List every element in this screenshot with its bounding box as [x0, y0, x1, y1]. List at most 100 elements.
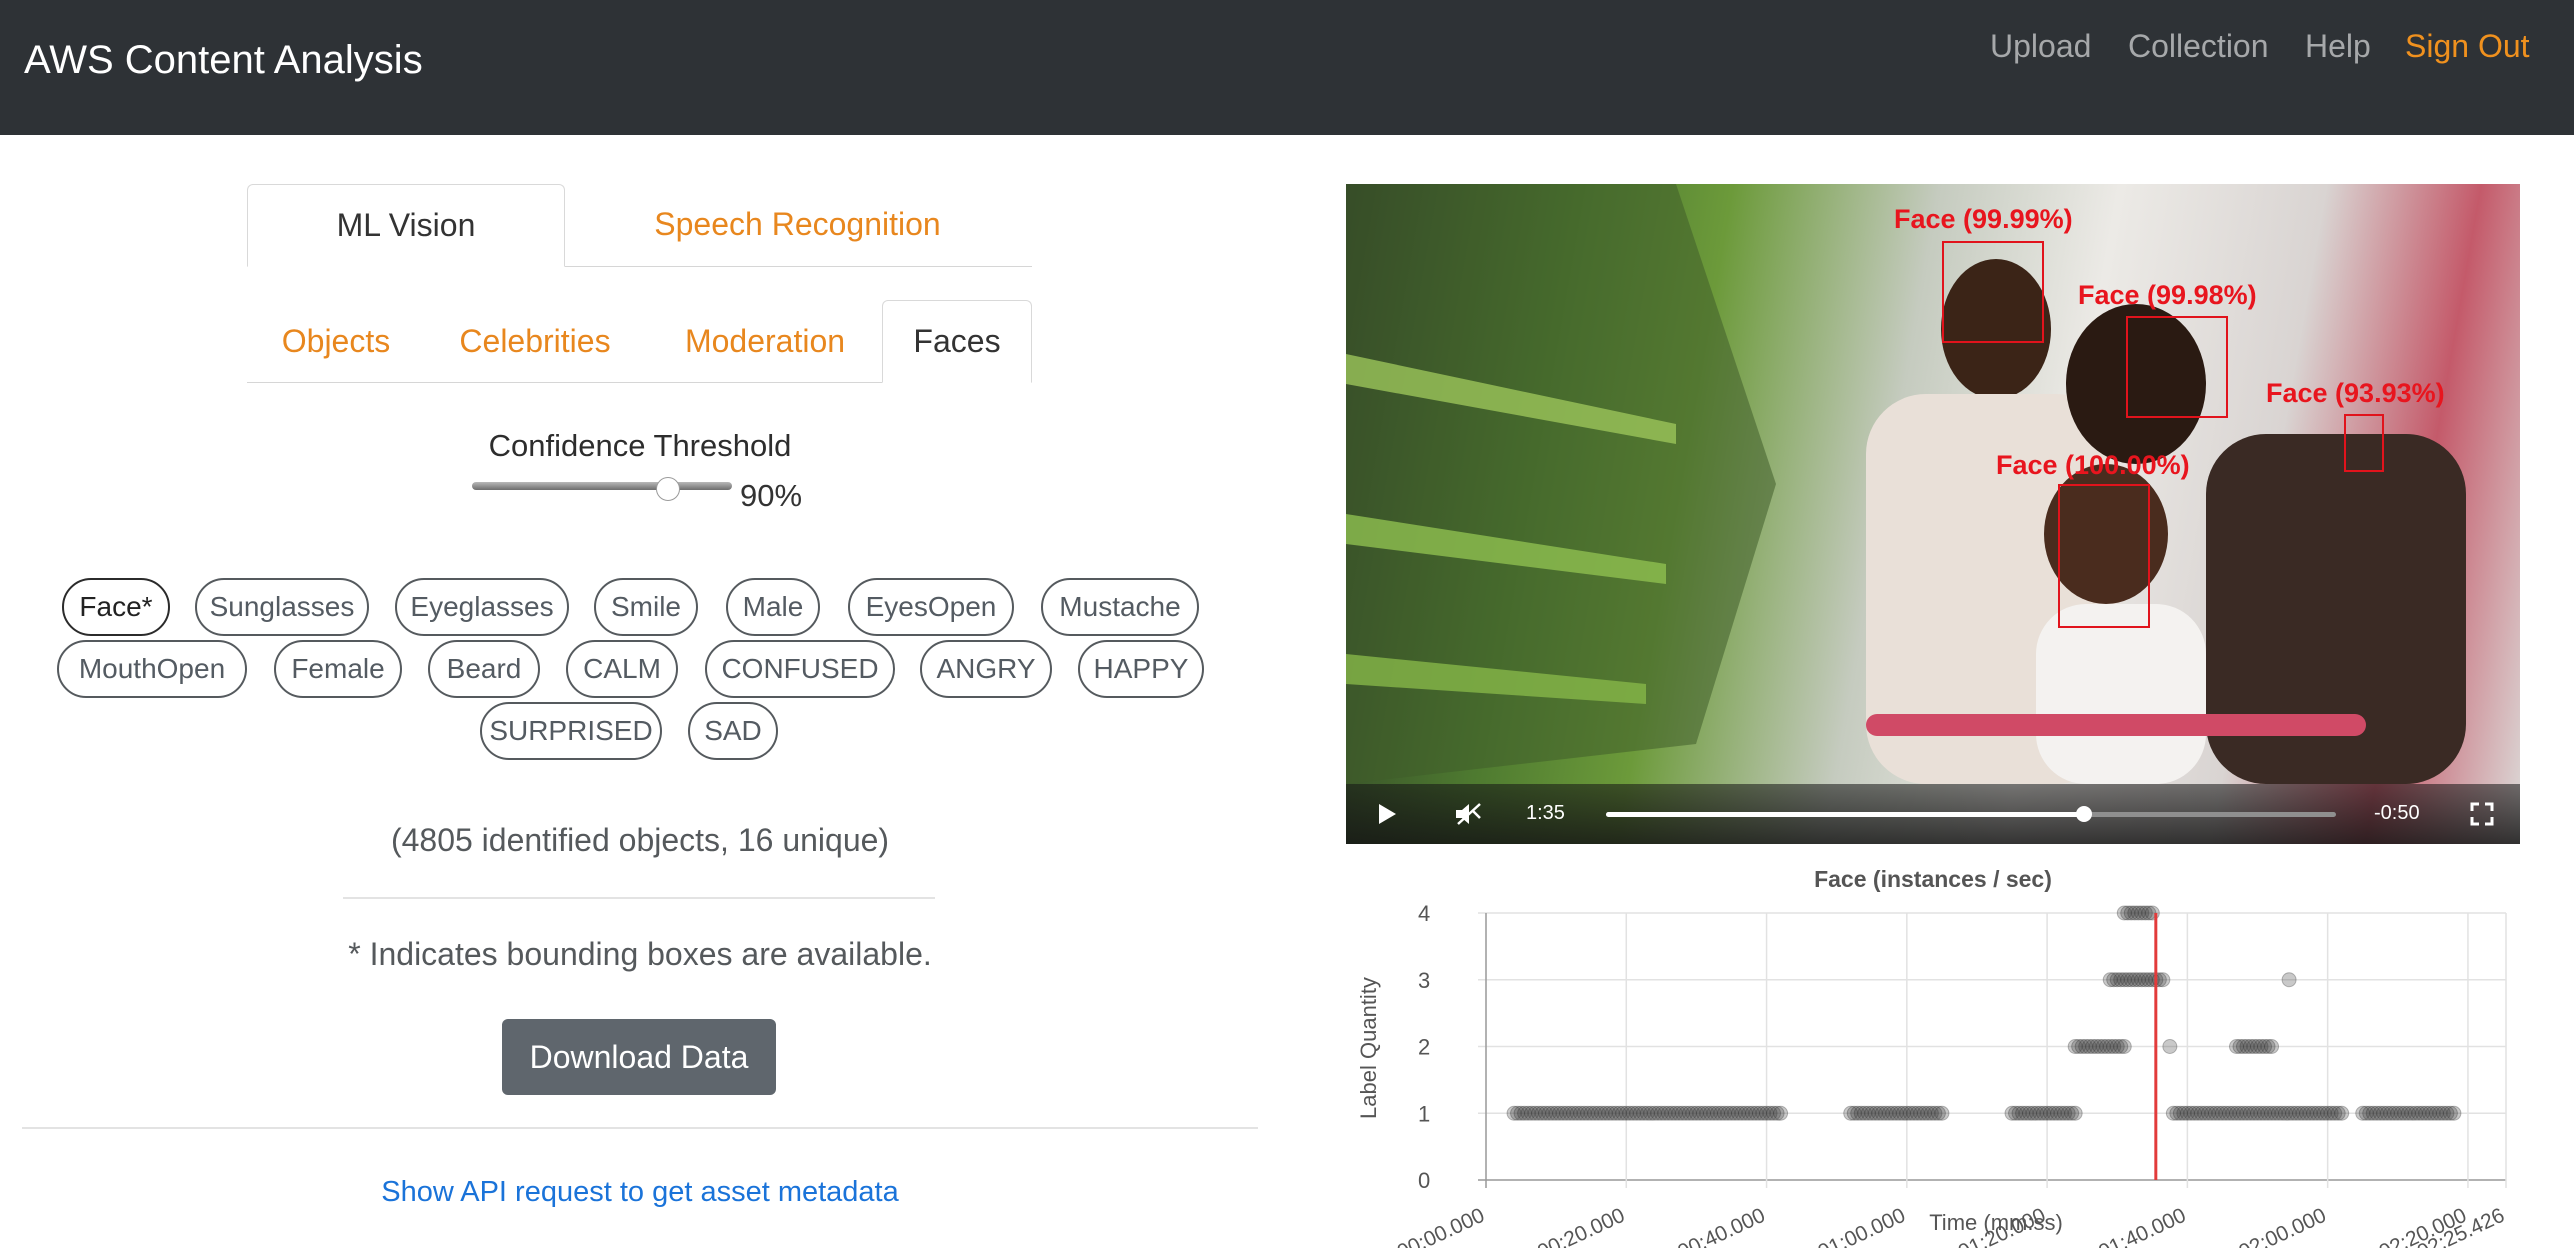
- confidence-slider[interactable]: [472, 482, 732, 490]
- tab-moderation[interactable]: Moderation: [684, 323, 846, 359]
- chart-point: [2334, 1105, 2350, 1121]
- chart-point: [2008, 1105, 2024, 1121]
- nav-sign-out[interactable]: Sign Out: [2405, 28, 2530, 64]
- chip-smile[interactable]: Smile: [594, 578, 698, 636]
- chip-angry[interactable]: ANGRY: [920, 640, 1052, 698]
- chart-point: [1695, 1105, 1711, 1121]
- chart-point: [1552, 1105, 1568, 1121]
- chart-point: [1594, 1105, 1610, 1121]
- tab-objects[interactable]: Objects: [281, 323, 391, 359]
- chart-point: [2239, 1105, 2255, 1121]
- chart-point: [1923, 1105, 1939, 1121]
- chart-x-tick-label: 01:00.000: [1815, 1204, 1909, 1248]
- chart-point: [2320, 1105, 2336, 1121]
- chart-point: [1730, 1105, 1746, 1121]
- nav-help[interactable]: Help: [2305, 28, 2371, 64]
- brand-title[interactable]: AWS Content Analysis: [24, 38, 423, 82]
- chart-point: [1706, 1105, 1722, 1121]
- chart-ticks: 0 1 2 3 4 00:00.000 00:20.000 00:40.000 01:00.00…: [1394, 901, 2508, 1248]
- chart-point: [2221, 1105, 2237, 1121]
- chip-sunglasses[interactable]: Sunglasses: [195, 578, 369, 636]
- tab-faces[interactable]: Faces: [882, 300, 1032, 383]
- chart-point: [2183, 1105, 2199, 1121]
- chart-point: [1562, 1105, 1578, 1121]
- chart-point: [1860, 1105, 1876, 1121]
- chart-point: [1702, 1105, 1718, 1121]
- show-api-request-link[interactable]: Show API request to get asset metadata: [381, 1176, 899, 1208]
- fullscreen-icon[interactable]: [2470, 802, 2494, 826]
- chart-point: [2225, 1105, 2241, 1121]
- chip-male[interactable]: Male: [726, 578, 820, 636]
- chart-point: [1709, 1105, 1725, 1121]
- chart-point: [1534, 1105, 1550, 1121]
- chart-point: [1513, 1105, 1529, 1121]
- chart-point: [1569, 1105, 1585, 1121]
- chart-point: [2085, 1039, 2101, 1054]
- download-data-button[interactable]: Download Data: [502, 1019, 776, 1095]
- chart-point: [2428, 1105, 2444, 1121]
- chart-point: [2365, 1105, 2381, 1121]
- chart-point: [2257, 1039, 2273, 1054]
- video-progress-bar[interactable]: [1606, 806, 2336, 822]
- chip-eyesopen[interactable]: EyesOpen: [848, 578, 1014, 636]
- nav-collection[interactable]: Collection: [2128, 28, 2269, 64]
- chart-point: [2155, 972, 2171, 988]
- chip-surprised[interactable]: SURPRISED: [480, 702, 662, 760]
- chart-point: [1899, 1105, 1915, 1121]
- chart-point: [2207, 1105, 2223, 1121]
- chart-y-tick-label: 3: [1418, 968, 1430, 993]
- chart-point: [1685, 1105, 1701, 1121]
- chart-point: [2372, 1105, 2388, 1121]
- chart-point: [1857, 1105, 1873, 1121]
- chart-point: [2264, 1039, 2280, 1054]
- muted-speaker-icon[interactable]: [1454, 801, 1484, 827]
- chart-point: [1871, 1105, 1887, 1121]
- chart-point: [2281, 972, 2297, 988]
- chip-sad[interactable]: SAD: [688, 702, 778, 760]
- chart-y-tick-label: 2: [1418, 1035, 1430, 1060]
- tab-celebrities[interactable]: Celebrities: [459, 323, 611, 359]
- chip-confused[interactable]: CONFUSED: [705, 640, 895, 698]
- chart-point: [2306, 1105, 2322, 1121]
- chart-point: [1611, 1105, 1627, 1121]
- chart-point: [2106, 972, 2122, 988]
- video-player[interactable]: Face (99.99%) Face (99.98%) Face (93.93%…: [1346, 184, 2520, 844]
- chip-beard[interactable]: Beard: [428, 640, 540, 698]
- chart-point: [2053, 1105, 2069, 1121]
- chart-point: [2081, 1039, 2097, 1054]
- chart-point: [1573, 1105, 1589, 1121]
- chart-point: [1524, 1105, 1540, 1121]
- chart-point: [2057, 1105, 2073, 1121]
- chart-point: [2064, 1105, 2080, 1121]
- tab-speech-recognition[interactable]: Speech Recognition: [654, 206, 941, 242]
- video-progress-knob[interactable]: [2076, 806, 2093, 822]
- chart-point: [2179, 1105, 2195, 1121]
- chart-point: [2127, 905, 2143, 921]
- chart-y-tick-label: 1: [1418, 1101, 1430, 1126]
- chart-point: [2281, 1105, 2297, 1121]
- chip-female[interactable]: Female: [274, 640, 402, 698]
- chart-point: [1531, 1105, 1547, 1121]
- chart-point: [2278, 1105, 2294, 1121]
- chart-point: [1545, 1105, 1561, 1121]
- chip-face[interactable]: Face*: [62, 578, 170, 636]
- chip-eyeglasses[interactable]: Eyeglasses: [395, 578, 569, 636]
- tab-ml-vision[interactable]: ML Vision: [247, 184, 565, 267]
- chart-point: [1759, 1105, 1775, 1121]
- chart-point: [2060, 1105, 2076, 1121]
- chip-happy[interactable]: HAPPY: [1078, 640, 1204, 698]
- chart-point: [1636, 1105, 1652, 1121]
- confidence-slider-thumb[interactable]: [656, 477, 680, 501]
- chart-point: [1934, 1105, 1950, 1121]
- chart-point: [1738, 1105, 1754, 1121]
- chart-point: [1716, 1105, 1732, 1121]
- chip-calm[interactable]: CALM: [566, 640, 678, 698]
- play-icon[interactable]: [1376, 802, 1398, 826]
- chart-x-tick-label: 00:20.000: [1534, 1204, 1628, 1248]
- chip-mustache[interactable]: Mustache: [1041, 578, 1199, 636]
- chart-point: [2446, 1105, 2462, 1121]
- chart-point: [2264, 1105, 2280, 1121]
- chip-mouthopen[interactable]: MouthOpen: [57, 640, 247, 698]
- nav-upload[interactable]: Upload: [1990, 28, 2092, 64]
- confidence-value: 90%: [740, 478, 803, 513]
